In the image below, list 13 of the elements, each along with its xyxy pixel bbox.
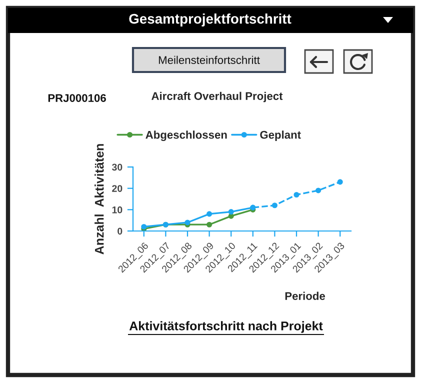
- text: PRJ000106: [48, 94, 106, 102]
- x-axis-title: Periode: [285, 292, 325, 300]
- text: Aktivitätsfortschritt nach Projekt: [129, 321, 323, 333]
- legend-label: Abgeschlossen: [146, 130, 227, 141]
- text: Gesamtprojektfortschritt: [129, 14, 292, 26]
- y-axis-title: Anzahl Aktivitäten: [94, 144, 104, 254]
- y-tick-label: 10: [112, 206, 122, 214]
- chart-title: Aircraft Overhaul Project: [152, 92, 283, 102]
- y-tick-label: 0: [118, 228, 122, 235]
- y-tick-label: 20: [112, 185, 122, 192]
- y-tick-label: 30: [112, 164, 122, 171]
- text: Meilensteinfortschritt: [158, 56, 260, 64]
- legend-label: Geplant: [260, 130, 301, 141]
